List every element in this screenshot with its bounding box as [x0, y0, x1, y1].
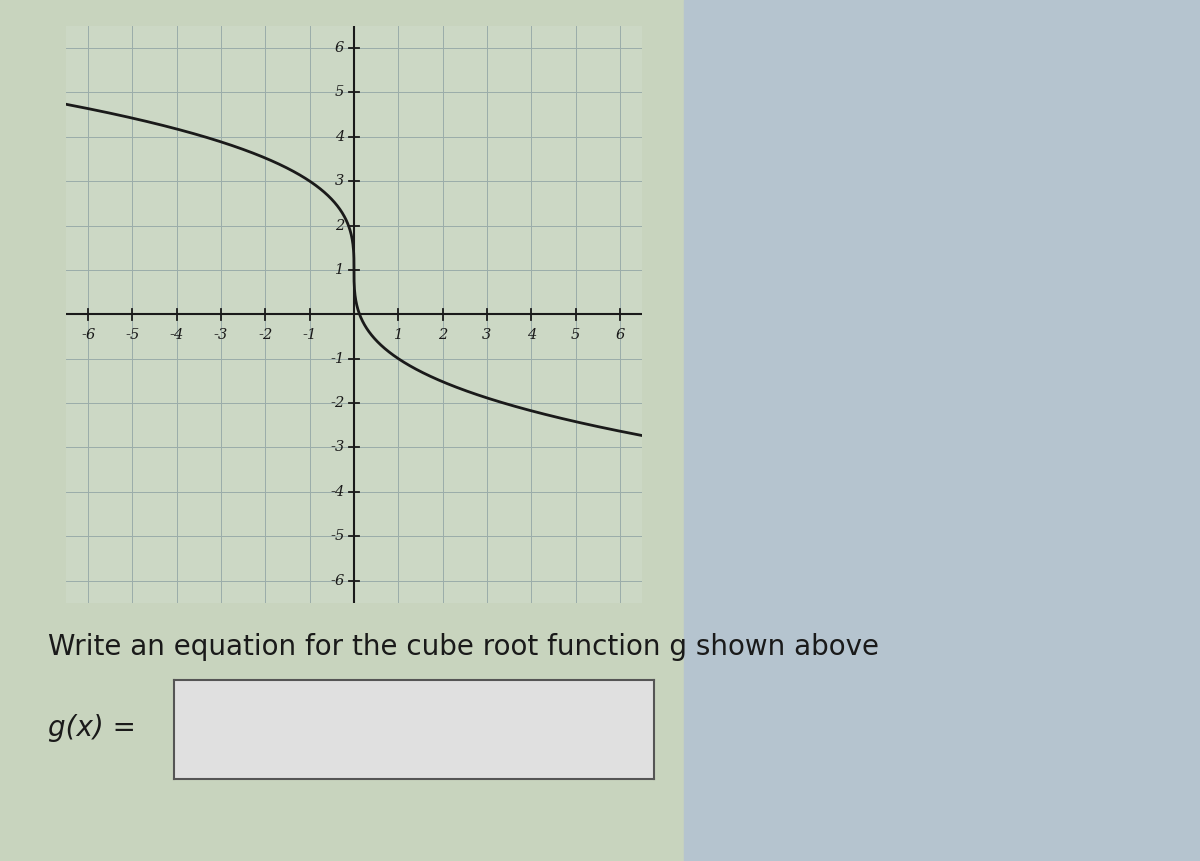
Bar — [0, 0, 684, 861]
Text: -5: -5 — [125, 328, 139, 343]
Text: -1: -1 — [302, 328, 317, 343]
Text: -5: -5 — [330, 530, 344, 543]
Text: 3: 3 — [482, 328, 492, 343]
Text: 6: 6 — [335, 41, 344, 55]
Text: 5: 5 — [571, 328, 580, 343]
Text: 3: 3 — [335, 174, 344, 189]
Text: -1: -1 — [330, 351, 344, 366]
Text: -2: -2 — [330, 396, 344, 410]
Text: 2: 2 — [335, 219, 344, 232]
Text: 2: 2 — [438, 328, 448, 343]
Text: -6: -6 — [330, 573, 344, 587]
Text: -4: -4 — [330, 485, 344, 499]
Text: -3: -3 — [330, 440, 344, 455]
Bar — [684, 0, 1200, 861]
Text: 4: 4 — [335, 130, 344, 144]
Text: 1: 1 — [394, 328, 403, 343]
Text: -2: -2 — [258, 328, 272, 343]
Text: 1: 1 — [335, 263, 344, 277]
Text: 5: 5 — [335, 85, 344, 99]
Text: -3: -3 — [214, 328, 228, 343]
Text: g(x) =: g(x) = — [48, 714, 136, 741]
Text: -6: -6 — [82, 328, 95, 343]
Text: Write an equation for the cube root function g shown above: Write an equation for the cube root func… — [48, 633, 878, 661]
Text: 6: 6 — [616, 328, 624, 343]
Text: -4: -4 — [169, 328, 184, 343]
Text: 4: 4 — [527, 328, 536, 343]
